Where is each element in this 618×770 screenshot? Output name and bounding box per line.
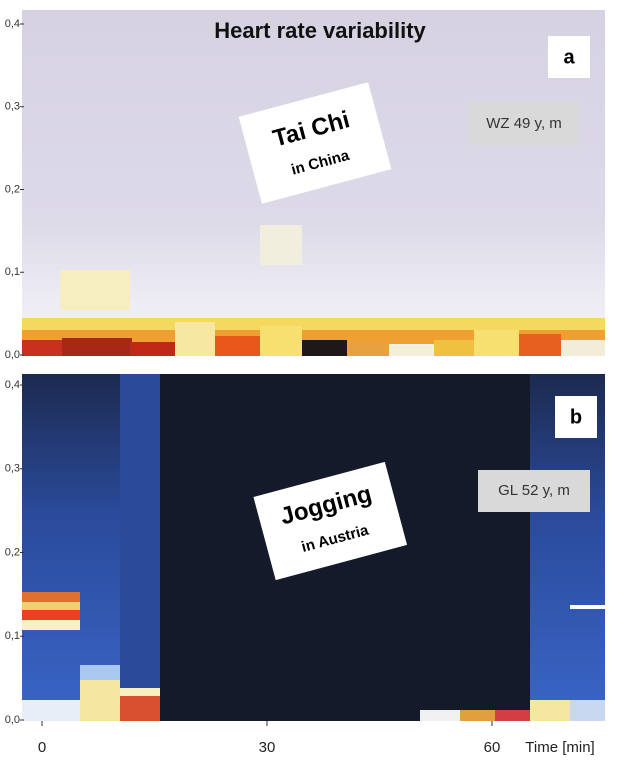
panel-label: a [563,46,575,68]
x-tick-label: 0 [38,739,46,756]
y-tick-label: 0,4 [5,379,20,391]
activity-card: Jogging in Austria [253,461,408,581]
subject: GL 52 y, m [498,482,570,499]
y-tick-label: 0,0 [5,714,20,726]
subject-box [478,470,590,512]
subject-box [468,102,580,145]
panel-label-box [548,36,590,78]
y-tick-label: 0,3 [5,101,20,113]
x-tick-label: 60 [484,739,501,756]
y-tick-label: 0,4 [5,18,20,30]
panel-label-box [555,396,597,438]
panel-label: b [570,406,582,428]
x-axis-label: Time [min] [525,739,594,756]
y-tick-label: 0,3 [5,463,20,475]
y-tick-label: 0,1 [5,266,20,278]
panel-b-plot [22,374,605,721]
activity-card: Tai Chi in China [238,82,392,204]
y-tick-label: 0,0 [5,349,20,361]
x-tick-label: 30 [259,739,276,756]
panel-a-plot [22,10,605,356]
y-tick-label: 0,2 [5,546,20,558]
y-tick-label: 0,1 [5,630,20,642]
title: Heart rate variability [214,18,426,43]
subject: WZ 49 y, m [486,115,562,132]
y-tick-label: 0,2 [5,183,20,195]
